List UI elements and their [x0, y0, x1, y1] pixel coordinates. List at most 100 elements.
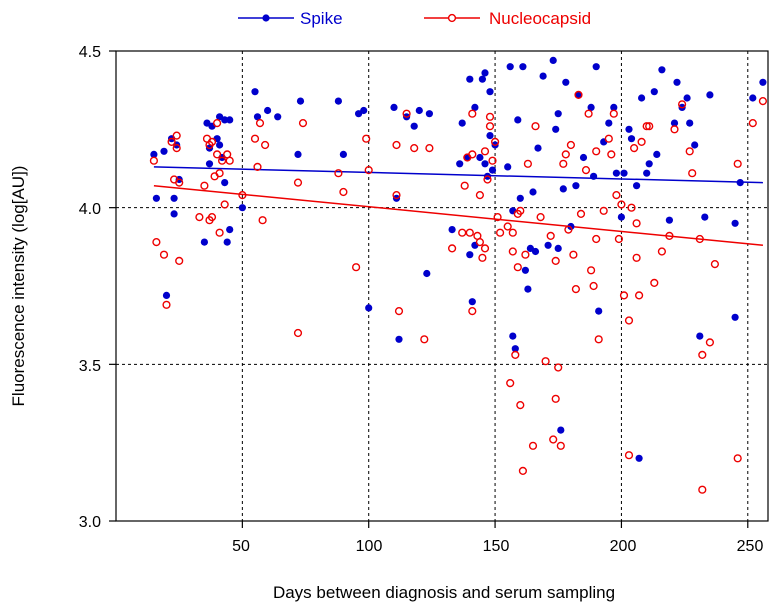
point-spike	[544, 241, 552, 249]
point-nucleocapsid	[748, 118, 757, 128]
point-nucleocapsid	[581, 166, 591, 175]
point-nucleocapsid	[485, 122, 495, 131]
x-tick-label: 50	[232, 538, 250, 555]
legend-marker-nucleocapsid	[447, 13, 457, 23]
point-spike	[552, 125, 560, 133]
point-nucleocapsid	[508, 228, 517, 237]
point-nucleocapsid	[627, 203, 636, 212]
point-nucleocapsid	[584, 109, 593, 118]
point-nucleocapsid	[536, 213, 545, 222]
point-nucleocapsid	[592, 234, 601, 244]
point-nucleocapsid	[496, 228, 505, 237]
point-spike	[691, 141, 699, 149]
point-nucleocapsid	[255, 118, 265, 128]
point-nucleocapsid	[215, 169, 224, 178]
point-spike	[557, 426, 565, 434]
point-nucleocapsid	[475, 238, 485, 247]
point-spike	[587, 103, 595, 111]
point-spike	[468, 298, 476, 306]
point-spike	[410, 122, 418, 130]
point-spike	[205, 160, 214, 168]
point-spike	[579, 153, 588, 162]
point-spike	[481, 160, 489, 168]
point-spike	[223, 238, 231, 246]
point-spike	[486, 132, 494, 140]
legend-label-nucleocapsid: Nucleocapsid	[489, 9, 591, 28]
point-spike	[706, 91, 714, 99]
point-spike	[170, 194, 178, 202]
point-nucleocapsid	[698, 485, 707, 494]
point-nucleocapsid	[695, 234, 704, 244]
point-nucleocapsid	[207, 213, 217, 222]
point-nucleocapsid	[506, 379, 515, 388]
point-nucleocapsid	[705, 338, 715, 347]
point-nucleocapsid	[480, 147, 490, 156]
point-nucleocapsid	[624, 451, 634, 460]
point-spike	[488, 166, 497, 174]
point-nucleocapsid	[531, 122, 540, 131]
point-nucleocapsid	[556, 441, 565, 450]
point-spike	[600, 138, 608, 146]
point-spike	[633, 182, 641, 190]
point-nucleocapsid	[576, 209, 586, 219]
point-nucleocapsid	[488, 156, 497, 165]
point-spike	[759, 78, 767, 86]
point-nucleocapsid	[619, 291, 629, 300]
point-nucleocapsid	[670, 125, 679, 134]
point-spike	[150, 150, 158, 158]
point-nucleocapsid	[152, 238, 161, 247]
data-points	[149, 56, 768, 494]
x-tick-label: 200	[610, 538, 637, 555]
point-spike	[516, 194, 524, 202]
point-nucleocapsid	[364, 166, 373, 175]
point-spike	[731, 219, 739, 227]
point-nucleocapsid	[195, 213, 204, 222]
point-nucleocapsid	[607, 150, 616, 159]
point-nucleocapsid	[167, 137, 176, 147]
point-nucleocapsid	[478, 253, 487, 262]
point-nucleocapsid	[218, 156, 227, 165]
point-spike	[360, 106, 368, 115]
point-nucleocapsid	[339, 187, 348, 197]
point-nucleocapsid	[645, 122, 654, 131]
point-nucleocapsid	[468, 307, 477, 316]
point-spike	[650, 88, 658, 96]
point-spike	[620, 169, 628, 177]
point-nucleocapsid	[624, 316, 634, 325]
point-nucleocapsid	[554, 363, 563, 372]
point-spike	[686, 119, 694, 127]
point-nucleocapsid	[710, 260, 720, 269]
point-nucleocapsid	[468, 109, 477, 118]
point-spike	[509, 332, 517, 340]
point-nucleocapsid	[561, 150, 570, 159]
plot-area	[115, 50, 769, 522]
point-nucleocapsid	[468, 150, 477, 159]
point-spike	[521, 266, 530, 274]
point-nucleocapsid	[551, 256, 560, 266]
point-nucleocapsid	[220, 200, 229, 209]
point-nucleocapsid	[207, 137, 217, 147]
point-spike	[562, 78, 570, 86]
y-tick-label: 4.0	[79, 201, 101, 218]
point-spike	[524, 285, 532, 293]
point-spike	[506, 63, 514, 71]
point-nucleocapsid	[250, 134, 260, 143]
point-spike	[294, 150, 302, 158]
point-spike	[653, 150, 661, 158]
point-nucleocapsid	[551, 394, 560, 403]
point-nucleocapsid	[172, 131, 181, 140]
point-nucleocapsid	[465, 228, 474, 237]
point-nucleocapsid	[410, 144, 419, 153]
point-nucleocapsid	[657, 247, 667, 256]
point-spike	[595, 307, 603, 315]
point-spike	[162, 291, 171, 299]
point-spike	[736, 179, 744, 187]
point-nucleocapsid	[298, 118, 308, 128]
point-spike	[683, 94, 691, 102]
point-spike	[605, 119, 613, 127]
point-nucleocapsid	[586, 266, 596, 275]
point-nucleocapsid	[511, 350, 520, 360]
point-nucleocapsid	[592, 147, 601, 156]
point-spike	[610, 103, 618, 111]
point-spike	[221, 116, 229, 124]
